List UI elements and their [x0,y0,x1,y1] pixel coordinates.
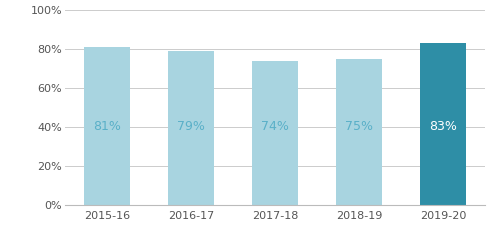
Bar [168,51,214,205]
Text: 83%: 83% [429,120,457,134]
Bar [84,47,130,205]
Text: 81%: 81% [93,120,121,134]
Bar [336,59,382,205]
Bar [252,61,298,205]
Text: 74%: 74% [261,120,289,134]
Bar [420,43,466,205]
Text: 75%: 75% [345,120,373,134]
Text: 79%: 79% [177,120,205,134]
